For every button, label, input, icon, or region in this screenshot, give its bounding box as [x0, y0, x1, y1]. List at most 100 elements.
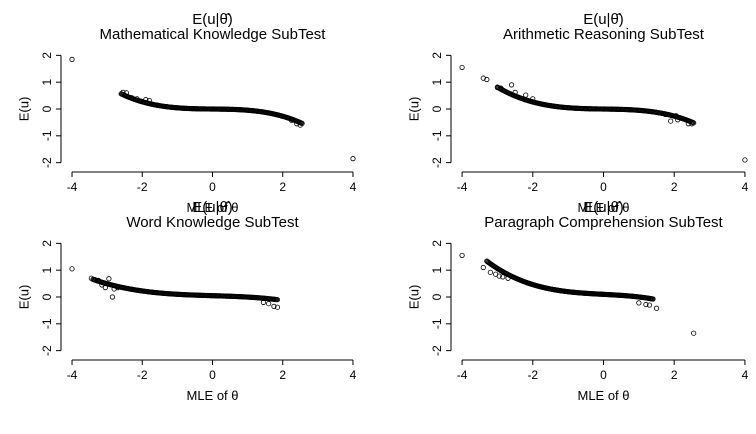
- data-point: [69, 266, 75, 272]
- panel-title-formula: E(u|θ̂): [192, 199, 233, 216]
- x-tick-label: 4: [742, 368, 749, 382]
- x-tick-label: -4: [457, 180, 468, 194]
- x-tick-label: -4: [67, 180, 78, 194]
- x-tick-label: 4: [350, 368, 357, 382]
- y-tick-label: 1: [430, 267, 444, 274]
- y-axis-label: E(u): [16, 97, 31, 122]
- y-tick-label: -1: [40, 318, 54, 329]
- data-point: [294, 121, 300, 127]
- y-tick-label: 0: [40, 105, 54, 112]
- data-point: [129, 95, 135, 101]
- data-point: [88, 275, 94, 281]
- y-tick-label: 2: [430, 52, 444, 59]
- x-tick-label: 0: [209, 180, 216, 194]
- data-point: [350, 156, 356, 162]
- panel-4: E(u|θ̂)Paragraph Comprehension SubTest -4…: [406, 199, 748, 403]
- x-tick-label: 0: [209, 368, 216, 382]
- x-tick-label: 0: [600, 368, 607, 382]
- x-tick-label: -4: [457, 368, 468, 382]
- x-tick-label: 2: [279, 368, 286, 382]
- panel-title-formula: E(u|θ̂): [192, 11, 233, 28]
- panel-1: E(u|θ̂)Mathematical Knowledge SubTest-4-…: [16, 11, 356, 215]
- y-axis-label: E(u): [406, 285, 421, 310]
- data-point: [500, 274, 506, 280]
- data-point: [102, 285, 108, 291]
- y-tick-label: 0: [40, 293, 54, 300]
- y-tick-label: -2: [430, 157, 444, 168]
- data-point: [274, 304, 281, 310]
- data-point: [742, 157, 748, 163]
- panel-title-formula: E(u|θ̂): [583, 199, 624, 216]
- x-tick-label: 2: [671, 180, 678, 194]
- x-axis-label: MLE of θ: [186, 388, 238, 403]
- data-point: [146, 97, 152, 104]
- data-point: [95, 277, 101, 283]
- y-tick-label: 0: [430, 105, 444, 112]
- panel-title: Arithmetic Reasoning SubTest: [503, 26, 705, 43]
- data-point: [508, 82, 515, 88]
- data-point: [143, 97, 149, 103]
- data-point: [675, 117, 681, 123]
- data-point: [689, 121, 695, 127]
- y-tick-label: 2: [430, 240, 444, 247]
- data-point: [459, 64, 465, 71]
- data-point: [266, 301, 272, 307]
- data-point: [480, 264, 486, 271]
- data-point: [109, 294, 116, 300]
- data-point: [523, 92, 529, 98]
- data-point: [137, 98, 144, 104]
- x-axis-label: MLE of θ: [577, 388, 629, 403]
- y-tick-label: -1: [430, 318, 444, 329]
- data-point: [99, 282, 105, 288]
- data-point: [123, 90, 130, 96]
- data-point: [92, 276, 98, 283]
- x-tick-label: 2: [279, 180, 286, 194]
- data-point: [115, 285, 121, 291]
- data-point: [274, 297, 281, 303]
- panel-2: E(u|θ̂)Arithmetic Reasoning SubTest-4 -2 0…: [406, 11, 748, 215]
- panel-title-formula: E(u|θ̂): [583, 11, 624, 28]
- x-tick-label: 4: [742, 180, 749, 194]
- data-point: [685, 121, 691, 127]
- data-point: [111, 286, 117, 292]
- data-point: [106, 276, 112, 282]
- y-tick-label: 0: [430, 293, 444, 300]
- x-tick-label: -2: [137, 368, 148, 382]
- data-point: [498, 85, 504, 91]
- x-axis-label: MLE of θ: [577, 200, 629, 215]
- y-tick-label: -2: [40, 157, 54, 168]
- x-tick-label: -4: [67, 368, 78, 382]
- y-tick-label: 2: [40, 52, 54, 59]
- data-point: [480, 75, 486, 81]
- data-point: [650, 296, 656, 302]
- data-point: [288, 117, 295, 123]
- data-point: [691, 330, 697, 336]
- data-point: [646, 302, 653, 308]
- data-point: [643, 301, 649, 308]
- panel-3: E(u|θ̂)Word Knowledge SubTest -4 -2 0 2 4 -2 -1…: [16, 199, 356, 403]
- data-point: [653, 305, 660, 311]
- data-point: [299, 120, 305, 126]
- y-tick-label: 1: [40, 79, 54, 86]
- data-point: [271, 303, 277, 309]
- y-tick-label: -1: [430, 130, 444, 141]
- data-point: [512, 89, 518, 95]
- data-point: [69, 56, 75, 62]
- panel-title: Paragraph Comprehension SubTest: [484, 214, 723, 231]
- data-point: [505, 275, 511, 281]
- panel-title: Word Knowledge SubTest: [126, 214, 299, 231]
- data-point: [297, 122, 303, 128]
- x-tick-label: 4: [350, 180, 357, 194]
- x-tick-label: 0: [600, 180, 607, 194]
- x-tick-label: -2: [527, 180, 538, 194]
- data-point: [496, 273, 502, 279]
- y-axis-label: E(u): [406, 97, 421, 122]
- y-tick-label: -2: [40, 345, 54, 356]
- y-tick-label: -2: [430, 345, 444, 356]
- data-point: [668, 118, 674, 124]
- x-tick-label: 2: [671, 368, 678, 382]
- data-point: [494, 84, 501, 91]
- data-point: [662, 111, 668, 117]
- y-tick-label: 2: [40, 240, 54, 247]
